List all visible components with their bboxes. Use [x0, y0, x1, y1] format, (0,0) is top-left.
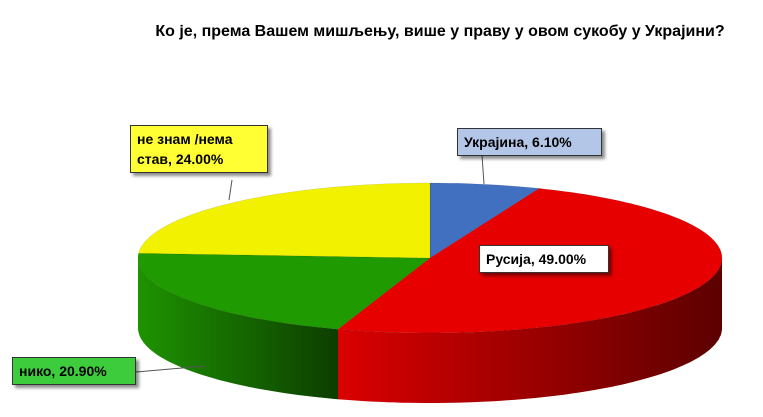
leader-line: [228, 179, 233, 201]
pie-slice: [138, 182, 431, 259]
data-label: Украјина, 6.10%: [457, 128, 602, 156]
pie-slice: [429, 182, 540, 259]
leader-line: [481, 154, 485, 185]
data-label: Русија, 49.00%: [479, 245, 609, 273]
side-shade: [138, 258, 338, 400]
data-label: нико, 20.90%: [12, 357, 136, 385]
pie-slice: [137, 253, 431, 330]
data-label: не знам /нема став, 24.00%: [130, 125, 268, 173]
chart-title: Ко је, према Вашем мишљењу, више у праву…: [155, 23, 725, 40]
leader-line: [135, 365, 206, 373]
side-shade: [338, 258, 722, 403]
